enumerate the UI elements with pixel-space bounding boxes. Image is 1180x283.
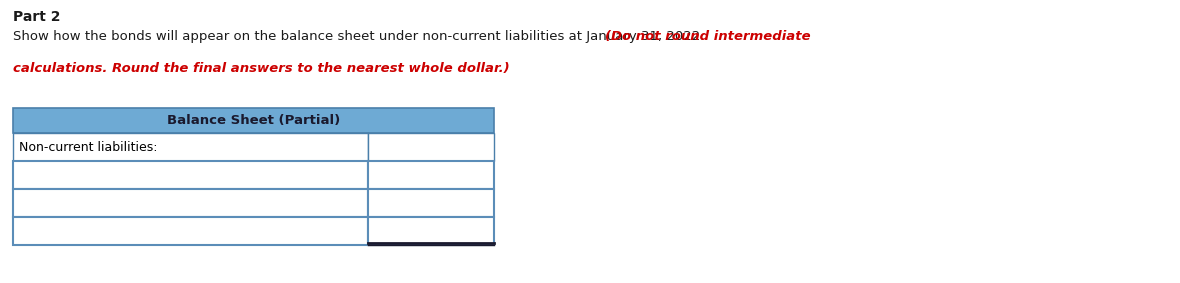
Text: Show how the bonds will appear on the balance sheet under non-current liabilitie: Show how the bonds will appear on the ba…	[13, 30, 709, 43]
Text: Non-current liabilities:: Non-current liabilities:	[19, 141, 157, 153]
Text: calculations. Round the final answers to the nearest whole dollar.): calculations. Round the final answers to…	[13, 62, 510, 75]
Text: Part 2: Part 2	[13, 10, 60, 24]
Text: Balance Sheet (Partial): Balance Sheet (Partial)	[168, 114, 340, 127]
Text: (Do not round intermediate: (Do not round intermediate	[605, 30, 811, 43]
